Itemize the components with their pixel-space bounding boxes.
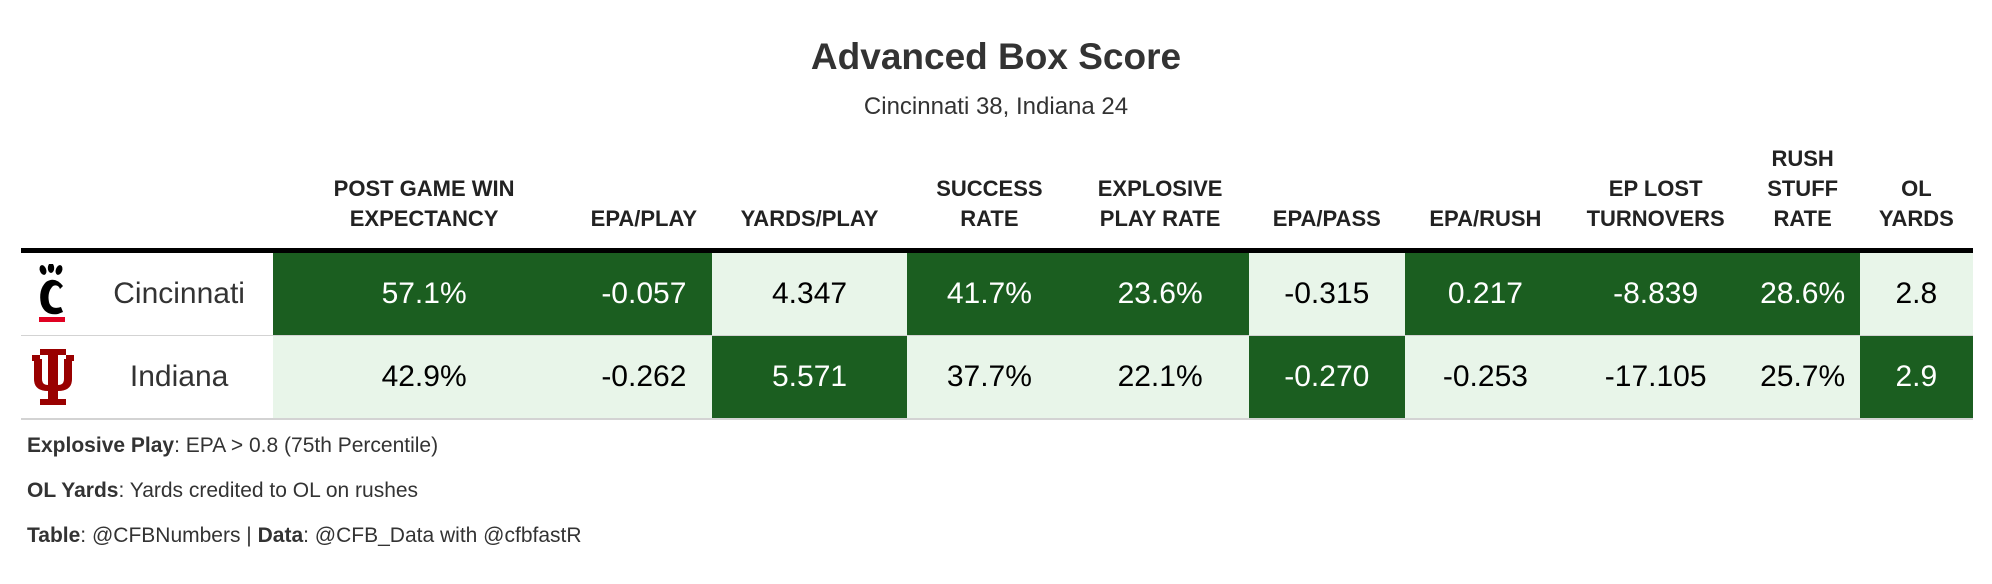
footnote-table-text: : @CFBNumbers | xyxy=(80,524,258,547)
col-header: Rush Stuff Rate xyxy=(1745,140,1860,253)
stat-cell: 0.217 xyxy=(1405,250,1566,336)
chart-subtitle: Cincinnati 38, Indiana 24 xyxy=(863,93,1129,120)
footnote-explosive: Explosive Play: EPA > 0.8 (75th Percenti… xyxy=(27,434,438,458)
stat-cell: 57.1% xyxy=(272,250,576,336)
stat-cell: 2.8 xyxy=(1859,250,1973,336)
footnote-table-label: Table xyxy=(27,524,81,547)
stat-cell: -8.839 xyxy=(1565,250,1746,336)
col-header: Yards/Play xyxy=(712,140,908,253)
stat-cell: 23.6% xyxy=(1071,250,1249,336)
footnote-data-label: Data xyxy=(257,524,304,547)
stat-cell: 28.6% xyxy=(1745,250,1860,336)
col-header: EPA/Play xyxy=(575,140,713,253)
indiana-logo-icon xyxy=(32,348,75,405)
col-header: OL Yards xyxy=(1859,140,1973,253)
footnote-credits: Table: @CFBNumbers | Data: @CFB_Data wit… xyxy=(27,524,582,548)
cincinnati-c-paw-logo xyxy=(21,250,86,336)
col-header: Post Game Win Expectancy xyxy=(272,140,576,253)
col-header: EPA/Rush xyxy=(1405,140,1566,253)
stat-cell: -0.057 xyxy=(575,250,713,336)
cincinnati-logo-icon xyxy=(39,263,66,322)
team-name: Cincinnati xyxy=(85,250,273,336)
footnote-ol-label: OL Yards xyxy=(27,479,119,502)
chart-title: Advanced Box Score xyxy=(810,36,1182,77)
stat-cell: -0.315 xyxy=(1248,250,1406,336)
team-header xyxy=(85,140,273,253)
logo-header xyxy=(21,140,86,253)
col-header: EPA/Pass xyxy=(1248,140,1406,253)
stat-cell: -0.253 xyxy=(1405,335,1566,420)
stat-cell: 25.7% xyxy=(1745,335,1860,420)
team-row-indiana: Indiana 42.9% -0.262 5.571 37.7% 22.1% -… xyxy=(21,335,1973,420)
footnote-ol-yards: OL Yards: Yards credited to OL on rushes xyxy=(27,479,418,503)
stat-cell: 2.9 xyxy=(1859,335,1973,420)
stat-cell: 22.1% xyxy=(1071,335,1249,420)
header-row: Post Game Win Expectancy EPA/Play Yards/… xyxy=(21,140,1973,253)
footnote-explosive-text: : EPA > 0.8 (75th Percentile) xyxy=(174,434,439,457)
stat-cell: 5.571 xyxy=(712,335,908,420)
col-header: EP Lost Turnovers xyxy=(1565,140,1746,253)
footnote-ol-text: : Yards credited to OL on rushes xyxy=(118,479,419,502)
stat-cell: 42.9% xyxy=(272,335,576,420)
indiana-iu-trident-logo xyxy=(21,335,86,420)
footnote-explosive-label: Explosive Play xyxy=(27,434,175,457)
footnote-data-text: : @CFB_Data with @cfbfastR xyxy=(303,524,582,547)
stat-cell: -17.105 xyxy=(1565,335,1746,420)
col-header: Success Rate xyxy=(907,140,1072,253)
stat-cell: 4.347 xyxy=(712,250,908,336)
stat-cell: -0.270 xyxy=(1248,335,1406,420)
stat-cell: -0.262 xyxy=(575,335,713,420)
team-row-cincinnati: Cincinnati 57.1% -0.057 4.347 41.7% 23.6… xyxy=(21,250,1973,336)
box-score-table: Post Game Win Expectancy EPA/Play Yards/… xyxy=(21,140,1973,420)
stat-cell: 41.7% xyxy=(907,250,1072,336)
team-name: Indiana xyxy=(85,335,273,420)
col-header: Explosive Play Rate xyxy=(1071,140,1249,253)
stat-cell: 37.7% xyxy=(907,335,1072,420)
